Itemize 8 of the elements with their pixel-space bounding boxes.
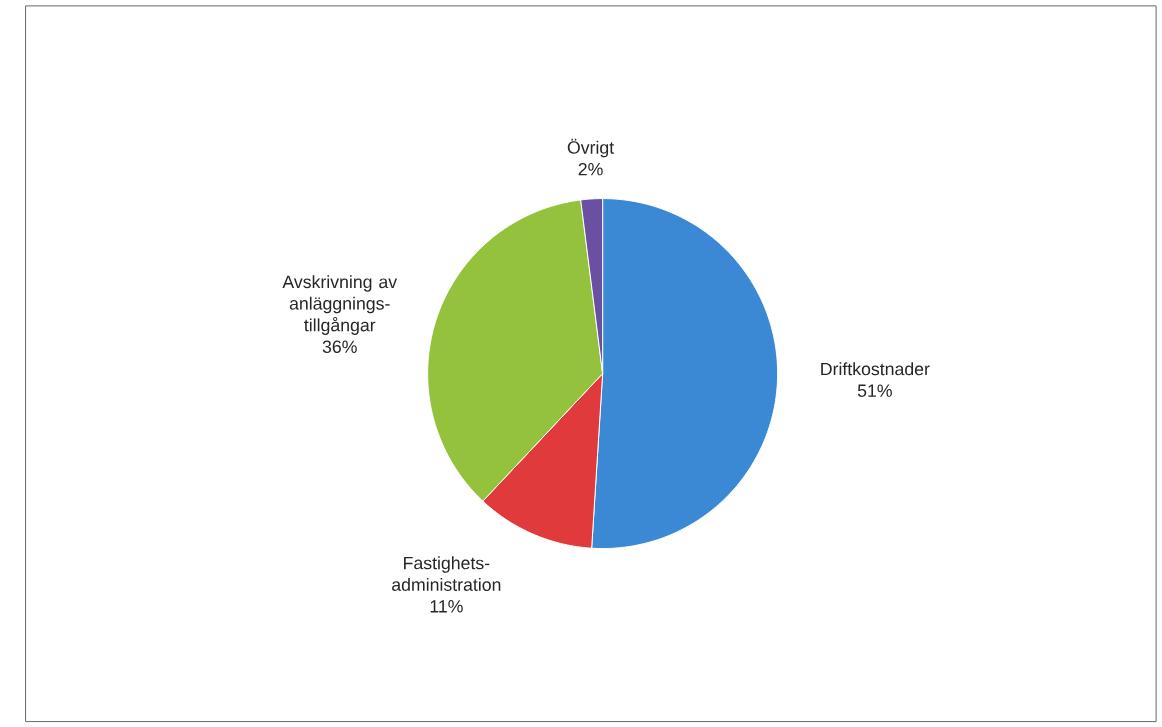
slice-label: Fastighets-administration bbox=[392, 556, 501, 591]
slice-label: Övrigt bbox=[567, 138, 615, 158]
slice-label: Driftkostnader bbox=[821, 362, 930, 376]
data-label: 11% bbox=[430, 599, 463, 613]
slice-label: Avskrivning av anläggnings-tillgångar bbox=[282, 274, 398, 335]
data-label: 36% bbox=[322, 340, 357, 353]
data-label: 2% bbox=[578, 162, 603, 176]
data-label: 51% bbox=[857, 384, 892, 397]
